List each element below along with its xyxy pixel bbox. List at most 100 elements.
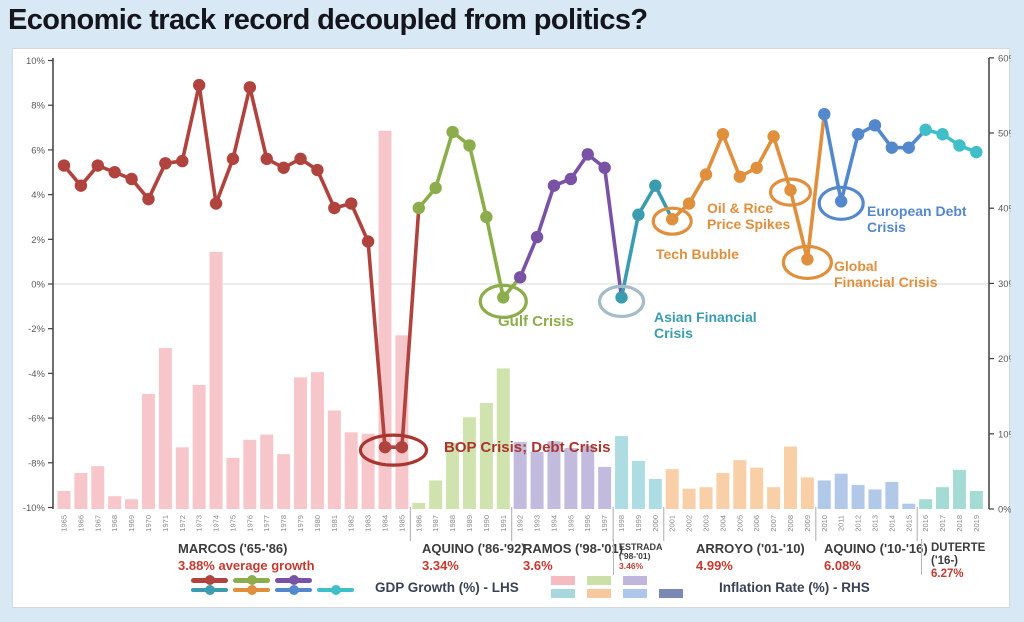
inflation-bar	[800, 477, 814, 509]
year-tick-label: 2011	[837, 515, 846, 531]
gdp-point	[91, 159, 104, 172]
gdp-point	[497, 291, 510, 304]
inflation-bar	[209, 251, 223, 510]
year-tick-label: 1994	[549, 515, 558, 532]
lhs-tick-label: -4%	[28, 369, 45, 380]
lhs-tick-label: -8%	[28, 458, 45, 469]
inflation-bar	[936, 487, 950, 509]
president-stat: 6.08%	[824, 557, 861, 573]
year-tick-label: 1974	[212, 515, 221, 532]
gdp-line-swatch	[233, 584, 270, 595]
year-tick-label: 1977	[262, 515, 271, 532]
gdp-point	[868, 119, 882, 132]
inflation-bar	[716, 472, 730, 509]
year-tick-label: 2016	[921, 515, 930, 532]
gdp-point	[328, 201, 341, 215]
rhs-tick-label: 30%	[998, 279, 1011, 290]
inflation-bar	[412, 502, 426, 509]
inflation-bar	[665, 469, 679, 509]
year-tick-label: 1995	[566, 515, 575, 532]
president-name: AQUINO ('86-'92)	[422, 541, 526, 556]
gdp-point	[801, 253, 814, 266]
gdp-point	[125, 172, 138, 186]
inflation-bar	[952, 469, 966, 509]
president-name: ESTRADA	[619, 542, 663, 552]
gdp-line-swatch	[275, 575, 312, 586]
gdp-point	[226, 152, 240, 166]
gdp-point	[547, 179, 561, 192]
inflation-bar	[868, 489, 882, 509]
rhs-tick-label: 0%	[998, 505, 1011, 516]
gdp-legend-label: GDP Growth (%) - LHS	[375, 580, 519, 595]
inflation-bar	[260, 434, 274, 509]
inflation-bar-swatch	[623, 576, 647, 585]
gdp-point	[750, 161, 763, 174]
year-tick-label: 1982	[347, 515, 356, 532]
inflation-bar	[969, 490, 983, 509]
chart-canvas: 10% 8% 6% 4% 2% 0% -2% -4% -6% -8% -10% 60% 50% 40% 30…	[23, 53, 1011, 541]
gdp-point	[598, 161, 611, 174]
annotation-text: Crisis	[654, 325, 693, 342]
inflation-bar	[446, 442, 460, 509]
annotation-text: Asian Financial	[654, 309, 757, 325]
year-tick-label: 1985	[397, 515, 406, 532]
inflation-bar	[226, 457, 240, 509]
inflation-bars	[57, 130, 983, 510]
gdp-point	[936, 128, 949, 141]
crisis-circle-oil	[768, 177, 813, 207]
inflation-bar	[125, 499, 139, 509]
gdp-point	[294, 152, 307, 166]
inflation-bar	[310, 372, 324, 509]
annotation-bop-debt-crisis: BOP Crisis; Debt Crisis	[444, 439, 610, 456]
president-label-marcos: MARCOS ('65-'86) 3.88% average growth	[178, 541, 315, 574]
president-label-duterte: DUTERTE ('16-) 6.27%	[931, 542, 985, 582]
year-tick-label: 2000	[651, 515, 660, 532]
gdp-point	[277, 161, 290, 174]
year-tick-label: 1973	[195, 515, 204, 532]
annotation-text: Oil & Rice	[707, 200, 774, 216]
lhs-tick-label: 8%	[31, 101, 45, 112]
annotation-global-financial-crisis: Global Financial Crisis	[834, 258, 937, 290]
inflation-bar-swatch	[623, 589, 647, 598]
year-tick-label: 1988	[448, 515, 457, 532]
year-tick-label: 1979	[296, 515, 305, 532]
annotation-text: Gulf Crisis	[498, 313, 574, 330]
chart-panel: 10% 8% 6% 4% 2% 0% -2% -4% -6% -8% -10% 60% 50% 40% 30…	[12, 48, 1011, 608]
inflation-bar	[175, 447, 189, 509]
year-tick-label: 1986	[414, 515, 423, 532]
inflation-bar	[496, 368, 510, 509]
president-stat: 4.99%	[696, 557, 733, 573]
president-label-aquino-10: AQUINO ('10-'16) 6.08%	[824, 541, 928, 574]
president-label-aquino-86: AQUINO ('86-'92) 3.34%	[422, 541, 526, 574]
year-tick-label: 1990	[482, 515, 491, 532]
year-tick-label: 1976	[245, 515, 254, 532]
gdp-point	[767, 130, 780, 143]
inflation-bar	[648, 478, 662, 509]
gdp-point	[885, 141, 899, 154]
gdp-line-legend-swatches	[191, 575, 354, 595]
year-tick-labels: 1965 1966 1967 1968 1969 1970 1971 1972 1973 1974…	[60, 515, 981, 532]
year-tick-label: 1992	[516, 515, 525, 532]
year-tick-label: 1998	[617, 515, 626, 532]
year-tick-label: 1967	[93, 515, 102, 532]
gdp-point	[666, 212, 679, 226]
year-tick-label: 2019	[972, 515, 981, 532]
gdp-point	[784, 183, 797, 197]
gdp-point	[463, 139, 476, 152]
president-label-ramos: RAMOS ('98-'01) 3.6%	[523, 541, 623, 574]
rhs-tick-label: 60%	[998, 53, 1011, 64]
inflation-bar	[750, 467, 764, 509]
gdp-point	[970, 145, 983, 159]
inflation-bar-swatch	[551, 576, 575, 585]
year-tick-label: 2008	[786, 515, 795, 532]
inflation-bar	[243, 439, 257, 509]
year-tick-label: 1969	[127, 515, 136, 532]
year-tick-label: 1970	[144, 515, 153, 532]
inflation-bar-legend-swatches	[551, 576, 683, 598]
gdp-point	[733, 170, 746, 183]
inflation-bar	[327, 410, 341, 509]
gdp-point	[361, 235, 375, 248]
president-name: DUTERTE	[931, 542, 986, 554]
year-tick-label: 2003	[702, 515, 711, 532]
